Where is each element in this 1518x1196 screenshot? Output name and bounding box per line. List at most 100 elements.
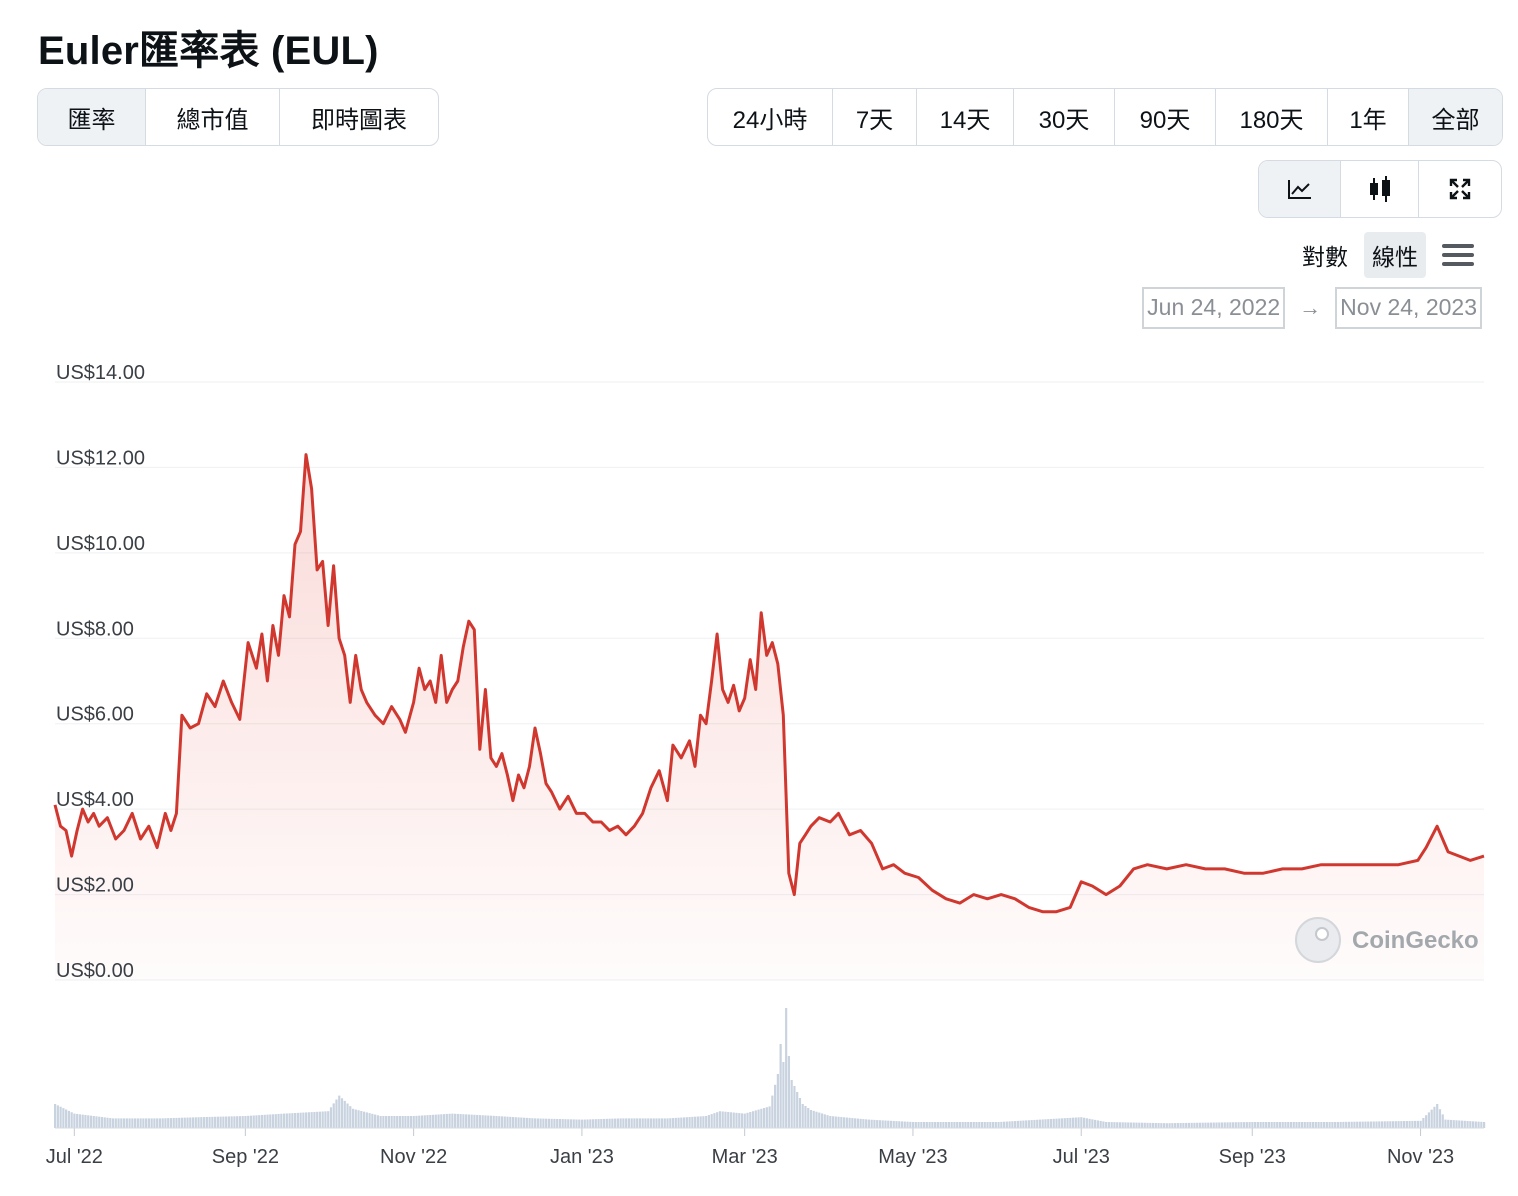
volume-bar [553, 1118, 556, 1128]
line-chart-button[interactable] [1259, 161, 1341, 217]
linear-scale-option[interactable]: 線性 [1364, 232, 1426, 278]
tab-market-cap-label: 總市值 [176, 106, 249, 134]
volume-bar [1314, 1122, 1317, 1128]
volume-bar [718, 1111, 722, 1128]
log-scale-option[interactable]: 對數 [1302, 244, 1348, 270]
volume-bar [255, 1115, 258, 1128]
volume-bar [1041, 1119, 1044, 1128]
time-range-selector: 24小時 7天 14天 30天 90天 180天 1年 全部 [707, 88, 1503, 146]
volume-bar [749, 1112, 752, 1128]
volume-bar [1483, 1122, 1486, 1128]
volume-bar [1038, 1119, 1042, 1128]
volume-bar [302, 1112, 305, 1128]
volume-bar [1447, 1119, 1450, 1128]
volume-bar [1154, 1122, 1157, 1128]
volume-bar [1242, 1122, 1246, 1128]
volume-bar [1441, 1114, 1444, 1128]
volume-bar [1165, 1123, 1168, 1128]
candlestick-button[interactable] [1341, 161, 1419, 217]
volume-bars [54, 1008, 1486, 1128]
volume-bar [1129, 1122, 1133, 1128]
volume-bar [313, 1111, 316, 1128]
volume-bar [1358, 1121, 1362, 1128]
volume-bar [1463, 1120, 1466, 1128]
volume-bar [329, 1107, 333, 1128]
volume-bar [1278, 1122, 1282, 1128]
range-30d-button[interactable]: 30天 [1014, 89, 1115, 145]
volume-bar [1436, 1104, 1439, 1128]
volume-bar [545, 1118, 548, 1128]
volume-bar [787, 1056, 791, 1128]
tab-price[interactable]: 匯率 [38, 89, 146, 145]
range-14d-button[interactable]: 14天 [917, 89, 1014, 145]
y-tick-label: US$8.00 [56, 618, 134, 640]
range-7d-button[interactable]: 7天 [833, 89, 917, 145]
volume-bar [84, 1114, 87, 1128]
volume-bar [625, 1118, 628, 1128]
range-180d-button[interactable]: 180天 [1216, 89, 1328, 145]
volume-bar [1256, 1122, 1259, 1128]
volume-bar [1345, 1121, 1348, 1128]
volume-bar [1265, 1122, 1268, 1128]
volume-bar [757, 1109, 760, 1128]
volume-bar [710, 1114, 713, 1128]
start-date-input[interactable]: Jun 24, 2022 [1142, 287, 1286, 329]
volume-bar [1052, 1118, 1055, 1128]
volume-bar [1162, 1123, 1166, 1128]
volume-bar [1259, 1122, 1262, 1128]
volume-bar [837, 1116, 840, 1128]
volume-bar [354, 1109, 357, 1128]
volume-bar [721, 1111, 724, 1128]
volume-bar [385, 1116, 388, 1128]
volume-bar [1474, 1121, 1477, 1128]
end-date-input[interactable]: Nov 24, 2023 [1335, 287, 1482, 329]
volume-bar [1466, 1120, 1469, 1128]
volume-bar [815, 1111, 818, 1128]
volume-bar [851, 1118, 854, 1128]
volume-bar [1094, 1119, 1097, 1128]
volume-bar [746, 1112, 749, 1128]
volume-bar [167, 1118, 170, 1128]
volume-bar [1380, 1121, 1384, 1128]
volume-bar [294, 1113, 297, 1128]
volume-bar [1182, 1122, 1185, 1128]
volume-bar [911, 1122, 915, 1128]
volume-bar [478, 1115, 482, 1128]
tab-market-cap[interactable]: 總市值 [146, 89, 280, 145]
volume-bar [186, 1117, 189, 1128]
volume-bar [1262, 1122, 1265, 1128]
volume-bar [1107, 1122, 1111, 1128]
range-1y-button[interactable]: 1年 [1328, 89, 1409, 145]
coingecko-watermark: CoinGecko [1295, 917, 1479, 963]
volume-bar [280, 1113, 283, 1128]
volume-bar [765, 1107, 768, 1128]
range-90d-button[interactable]: 90天 [1115, 89, 1216, 145]
volume-bar [925, 1122, 928, 1128]
volume-bar [663, 1118, 666, 1128]
volume-bar [511, 1117, 515, 1128]
menu-icon[interactable] [1442, 243, 1474, 267]
volume-bar [931, 1122, 934, 1128]
range-7d-label: 7天 [855, 106, 894, 134]
volume-bar [222, 1116, 225, 1128]
volume-bar [1287, 1122, 1290, 1128]
range-24h-button[interactable]: 24小時 [708, 89, 833, 145]
volume-bar [785, 1008, 788, 1128]
volume-bar [674, 1117, 677, 1128]
volume-bar [139, 1118, 142, 1128]
volume-bar [202, 1117, 206, 1128]
volume-bar [1014, 1121, 1017, 1128]
volume-bar [481, 1115, 484, 1128]
volume-bar [1303, 1122, 1306, 1128]
volume-bar [506, 1116, 509, 1128]
volume-bar [1361, 1121, 1364, 1128]
volume-bar [1378, 1121, 1381, 1128]
volume-bar [889, 1120, 893, 1128]
volume-bar [307, 1112, 310, 1128]
volume-bar [1058, 1118, 1061, 1128]
volume-bar [241, 1116, 244, 1128]
fullscreen-button[interactable] [1419, 161, 1501, 217]
range-all-button[interactable]: 全部 [1409, 89, 1502, 145]
tab-live-chart[interactable]: 即時圖表 [280, 89, 438, 145]
volume-bar [271, 1114, 275, 1128]
